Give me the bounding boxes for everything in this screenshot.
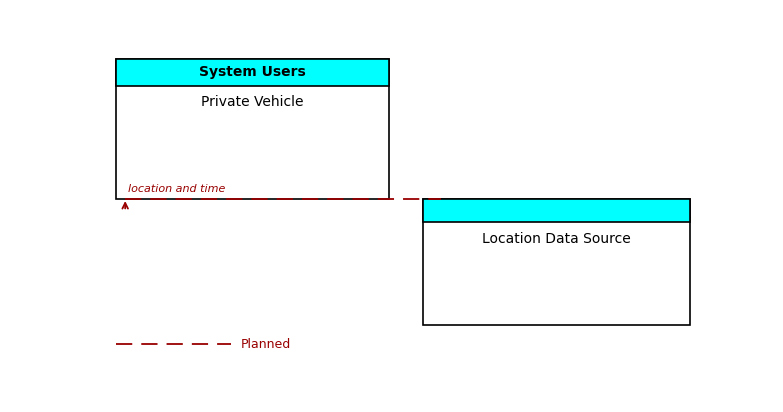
Text: System Users: System Users: [199, 66, 306, 80]
Text: location and time: location and time: [128, 184, 226, 194]
Bar: [116, 59, 389, 86]
Bar: [423, 199, 690, 222]
Bar: [423, 199, 690, 325]
Text: Planned: Planned: [240, 338, 290, 351]
Bar: [116, 59, 389, 199]
Text: Private Vehicle: Private Vehicle: [201, 96, 304, 110]
Text: Location Data Source: Location Data Source: [482, 232, 630, 246]
